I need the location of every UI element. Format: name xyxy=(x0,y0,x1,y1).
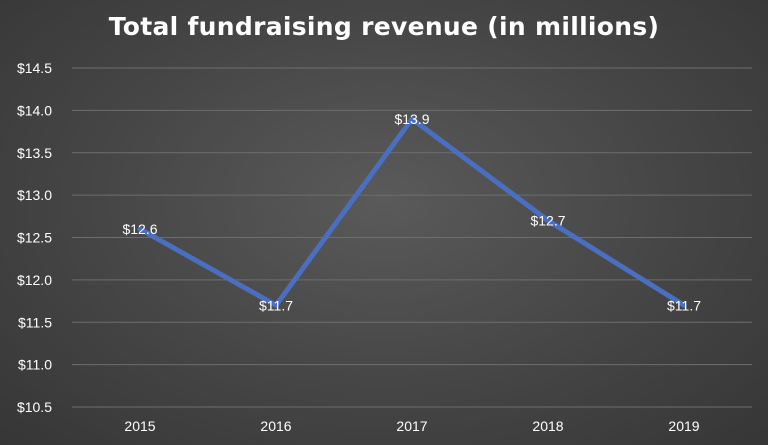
x-tick-label: 2017 xyxy=(396,418,427,434)
data-point xyxy=(137,226,143,232)
data-point xyxy=(409,116,415,122)
data-point xyxy=(545,218,551,224)
y-tick-label: $12.5 xyxy=(17,230,52,246)
y-tick-label: $10.5 xyxy=(17,399,52,415)
y-tick-label: $14.5 xyxy=(17,60,52,76)
y-tick-label: $12.0 xyxy=(17,272,52,288)
y-axis-ticks: $10.5 $11.0 $11.5 $12.0 $12.5 $13.0 $13.5 $14.0… xyxy=(17,60,52,415)
y-tick-label: $11.0 xyxy=(18,357,52,373)
y-tick-label: $14.0 xyxy=(17,102,52,118)
series-layer xyxy=(137,116,687,308)
data-label: $12.6 xyxy=(122,221,157,237)
x-tick-label: 2016 xyxy=(260,418,291,434)
gridlines xyxy=(72,67,752,408)
data-labels: $12.6 $11.7 $13.9 $12.7 $11.7 xyxy=(122,111,701,313)
y-tick-label: $13.5 xyxy=(17,145,52,161)
data-label: $11.7 xyxy=(667,297,701,313)
chart-title: Total fundraising revenue (in millions) xyxy=(108,12,660,41)
data-point xyxy=(681,302,687,308)
y-tick-label: $11.5 xyxy=(18,314,52,330)
data-label: $13.9 xyxy=(394,111,429,127)
y-tick-label: $13.0 xyxy=(17,187,52,203)
data-label: $11.7 xyxy=(259,297,293,313)
x-axis-ticks: 2015 2016 2017 2018 2019 xyxy=(124,418,699,434)
data-point xyxy=(273,302,279,308)
data-label: $12.7 xyxy=(530,213,565,229)
x-tick-label: 2019 xyxy=(668,418,699,434)
series-line xyxy=(137,116,687,308)
x-tick-label: 2015 xyxy=(124,418,155,434)
x-tick-label: 2018 xyxy=(532,418,563,434)
